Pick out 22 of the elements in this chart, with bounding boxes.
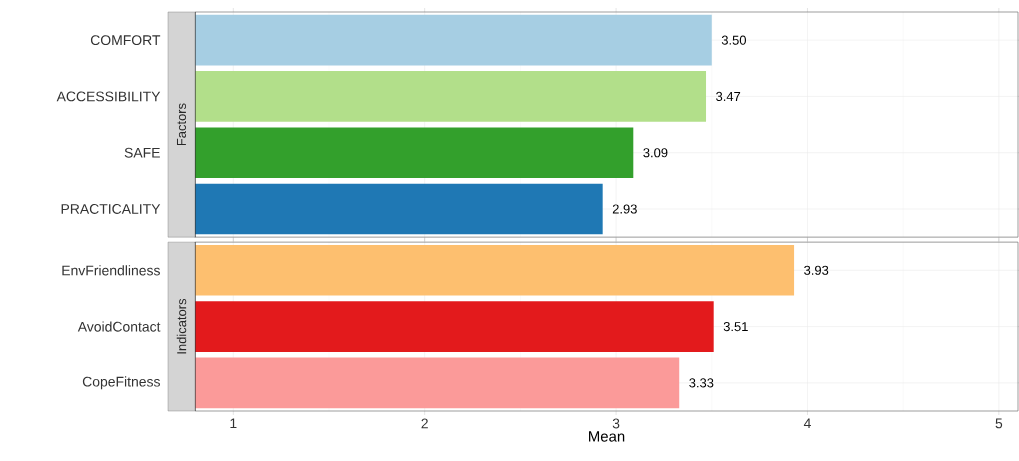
y-tick-label: AvoidContact xyxy=(77,321,161,332)
y-tick-label: SAFE xyxy=(124,147,160,158)
y-tick-label: EnvFriendliness xyxy=(62,265,160,276)
y-tick-label: PRACTICALITY xyxy=(61,204,161,214)
data-label: 3.33 xyxy=(689,378,714,388)
y-tick-label: CopeFitness xyxy=(82,376,160,390)
text: Factors xyxy=(176,103,187,146)
x-tick-label: 1 xyxy=(230,418,237,429)
data-label: 2.93 xyxy=(612,204,637,214)
x-axis-title: Mean xyxy=(589,431,625,442)
data-label: 3.47 xyxy=(716,91,741,102)
text: Indicators xyxy=(176,298,187,354)
x-tick-label: 2 xyxy=(421,418,428,429)
x-tick-label: 4 xyxy=(803,418,811,429)
data-label: 3.09 xyxy=(643,148,668,158)
data-label: 3.50 xyxy=(721,35,746,45)
x-tick-label: 5 xyxy=(995,418,1003,429)
y-tick-label: COMFORT xyxy=(90,35,161,46)
data-label: 3.51 xyxy=(723,321,748,332)
data-label: 3.93 xyxy=(804,265,829,275)
x-tick-label: 3 xyxy=(612,418,620,429)
y-tick-label: ACCESSIBILITY xyxy=(56,91,161,102)
